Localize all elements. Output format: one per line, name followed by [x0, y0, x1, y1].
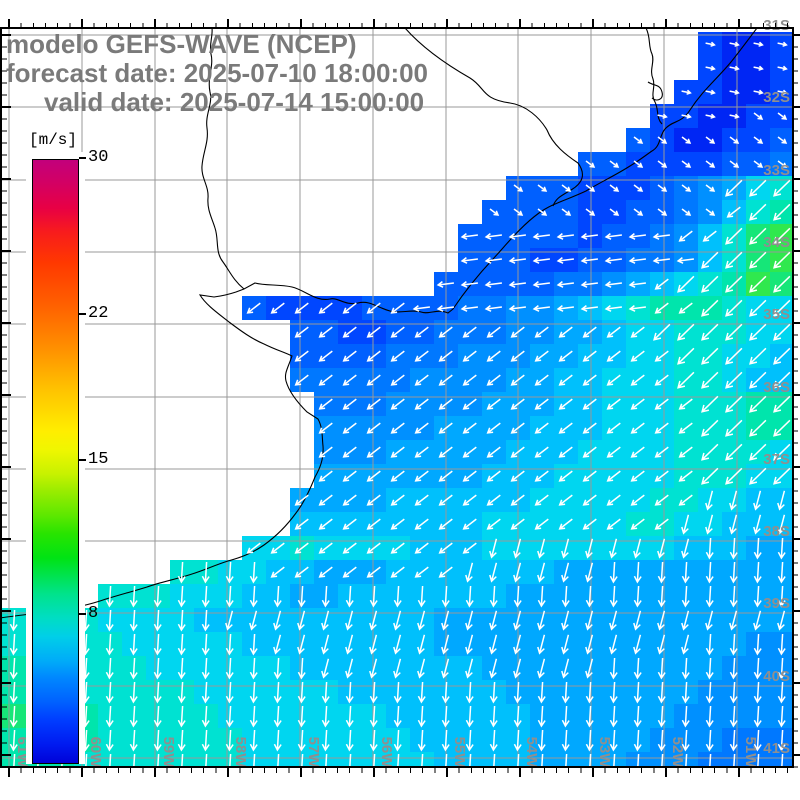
valid-date-label: valid date: 2025-07-14 15:00:00 [44, 87, 425, 117]
colorbar-tick-label-8: 8 [88, 604, 99, 623]
colorbar-gradient [32, 159, 79, 764]
lat-label-39S: 39S [763, 595, 790, 612]
lat-label-31S: 31S [763, 17, 790, 34]
colorbar-tick-mark [79, 157, 86, 159]
lon-label-52W: 52W [669, 737, 686, 769]
lon-label-51W: 51W [742, 737, 759, 769]
colorbar-unit-label: [m/s] [29, 131, 78, 149]
lat-label-38S: 38S [763, 523, 790, 540]
lat-label-37S: 37S [763, 451, 790, 468]
model-title: modelo GEFS-WAVE (NCEP) [6, 29, 357, 59]
coastline [1, 28, 758, 619]
colorbar [26, 152, 85, 764]
lat-label-34S: 34S [763, 234, 790, 251]
lon-label-57W: 57W [305, 737, 322, 769]
lon-label-60W: 60W [87, 737, 104, 769]
colorbar-tick-label-15: 15 [88, 450, 109, 469]
lon-label-53W: 53W [596, 737, 613, 769]
colorbar-tick-label-30: 30 [88, 148, 109, 167]
colorbar-tick-mark [79, 459, 86, 461]
wind-arrows [9, 41, 791, 767]
lon-label-59W: 59W [160, 737, 177, 769]
lat-label-35S: 35S [763, 306, 790, 323]
forecast-date-label: forecast date: 2025-07-10 18:00:00 [6, 58, 429, 88]
axis-ticks [1, 19, 800, 777]
lat-label-33S: 33S [763, 162, 790, 179]
lat-label-36S: 36S [763, 379, 790, 396]
colorbar-tick-mark [79, 313, 86, 315]
colorbar-tick-label-22: 22 [88, 304, 109, 323]
lon-label-55W: 55W [451, 737, 468, 769]
lon-label-56W: 56W [378, 737, 395, 769]
lat-label-41S: 41S [763, 740, 790, 757]
lat-label-40S: 40S [763, 668, 790, 685]
lat-label-32S: 32S [763, 89, 790, 106]
lon-label-58W: 58W [232, 737, 249, 769]
lon-label-54W: 54W [523, 737, 540, 769]
map-frame [0, 27, 794, 768]
colorbar-tick-mark [79, 613, 86, 615]
